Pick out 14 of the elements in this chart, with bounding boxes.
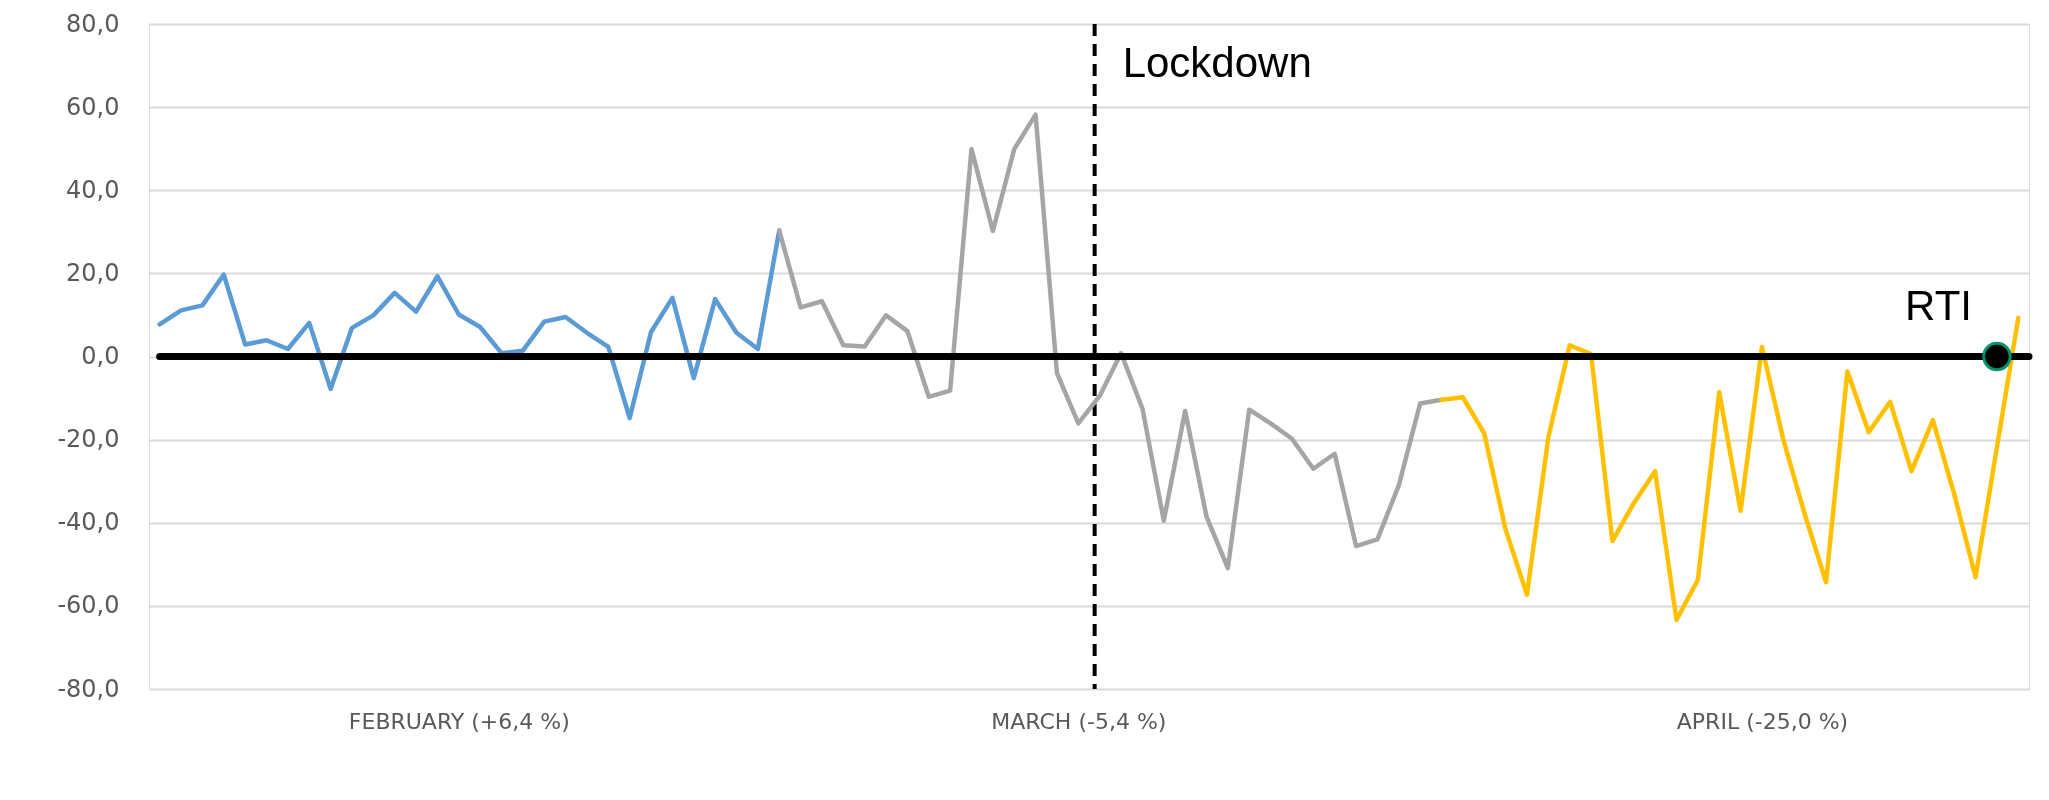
y-tick-label: -60,0 — [57, 591, 120, 620]
y-tick-label: 40,0 — [66, 175, 120, 204]
y-tick-label: -80,0 — [57, 674, 120, 703]
y-tick-label: 80,0 — [66, 9, 120, 38]
x-tick-label: FEBRUARY (+6,4 %) — [348, 708, 570, 734]
y-tick-label: 60,0 — [66, 92, 120, 121]
y-tick-label: -40,0 — [57, 508, 120, 537]
y-tick-label: -20,0 — [57, 425, 120, 454]
x-tick-label: MARCH (-5,4 %) — [991, 708, 1167, 734]
y-tick-label: 0,0 — [81, 342, 120, 370]
y-tick-label: 20,0 — [66, 258, 120, 287]
x-tick-label: APRIL (-25,0 %) — [1676, 708, 1849, 734]
annotation: RTI — [1905, 281, 1972, 329]
annotation: Lockdown — [1122, 39, 1312, 86]
